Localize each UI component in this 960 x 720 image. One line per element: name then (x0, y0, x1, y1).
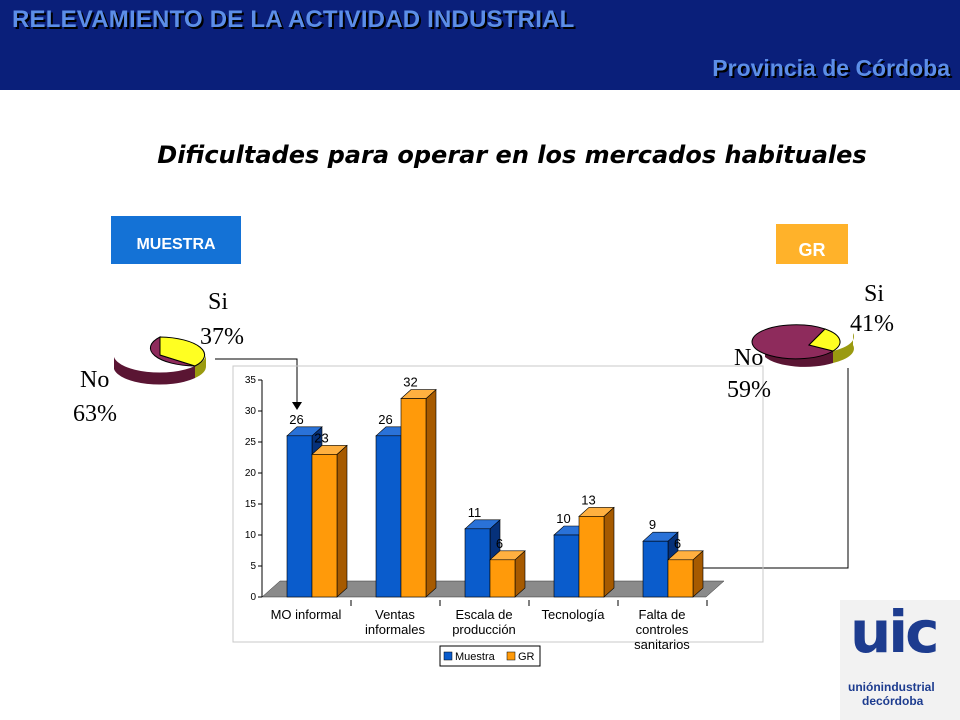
x-tick-label: controles (636, 622, 689, 637)
header-title: RELEVAMIENTO DE LA ACTIVIDAD INDUSTRIAL (12, 6, 575, 33)
y-tick-label: 0 (250, 592, 256, 603)
logo-line-2: decórdoba (862, 694, 924, 708)
pie-muestra-no-side (114, 357, 195, 385)
gr-tag: GR (776, 224, 848, 264)
bar-side (603, 506, 615, 598)
x-tick-label: producción (452, 622, 516, 637)
x-tick-label: Tecnología (542, 607, 606, 622)
bar-front (667, 559, 694, 598)
pie-gr-si-value: 41% (850, 311, 894, 337)
pie-gr-no-slice (751, 324, 835, 360)
legend: Muestra GR (439, 645, 541, 667)
legend-swatch-muestra (443, 651, 453, 661)
legend-label-muestra: Muestra (455, 651, 496, 663)
bar-front (311, 454, 338, 598)
pie-muestra-si-label: Si (208, 289, 229, 315)
x-tick-label: Falta de (639, 607, 686, 622)
pie-muestra-si-side (195, 354, 207, 378)
legend-swatch-gr (506, 651, 516, 661)
logo-mark: uic (850, 598, 940, 666)
pie-muestra-no-label: No (80, 367, 110, 393)
bar-front (464, 528, 491, 598)
bars: 26 23 26 32 11 6 10 13 9 6 (286, 375, 704, 598)
header-subtitle: Provincia de Córdoba (712, 55, 950, 81)
bar-front (553, 534, 580, 598)
bar-front (642, 540, 669, 598)
logo: uic uniónindustrial decórdoba (840, 598, 960, 720)
bar-front (400, 398, 427, 598)
bar-side (336, 444, 348, 598)
bar-gr-1: 32 (400, 375, 437, 598)
plot-area (232, 365, 764, 643)
y-tick-label: 10 (245, 530, 257, 541)
y-tick-label: 15 (245, 499, 257, 510)
y-ticks: 0 5 10 15 20 25 30 35 (245, 375, 262, 603)
muestra-tag: MUESTRA (111, 216, 241, 264)
pie-gr (751, 324, 854, 367)
data-label: 6 (496, 536, 503, 551)
bar-front (286, 435, 313, 598)
data-label: 9 (649, 517, 656, 532)
header-bar: RELEVAMIENTO DE LA ACTIVIDAD INDUSTRIAL … (0, 0, 960, 90)
bar-front (578, 516, 605, 598)
pie-muestra-si-value: 37% (200, 324, 244, 350)
y-tick-label: 25 (245, 437, 257, 448)
legend-box (439, 645, 541, 667)
x-tick-label: sanitarios (634, 637, 690, 652)
x-tick-label: MO informal (271, 607, 342, 622)
y-tick-label: 5 (250, 561, 256, 572)
y-tick-label: 35 (245, 375, 257, 386)
connector-gr (688, 368, 849, 569)
pie-gr-si-label: Si (864, 281, 885, 307)
data-label: 6 (674, 536, 681, 551)
data-label: 32 (403, 375, 417, 390)
bar-gr-0: 23 (311, 430, 348, 598)
y-tick-label: 30 (245, 406, 257, 417)
x-tick-label: Escala de (455, 607, 512, 622)
data-label: 26 (289, 412, 303, 427)
pie-muestra-si-slice (159, 336, 206, 367)
chart-title: Dificultades para operar en los mercados… (157, 141, 867, 169)
pie-gr-no-label: No (734, 345, 764, 371)
bar-front (489, 559, 516, 598)
x-tick-label: informales (365, 622, 425, 637)
data-label: 13 (581, 492, 595, 507)
pie-muestra-no-slice (149, 336, 196, 367)
x-tick-label: Ventas (375, 607, 415, 622)
data-label: 11 (468, 505, 482, 520)
y-tick-label: 20 (245, 468, 257, 479)
data-label: 10 (556, 511, 570, 526)
bar-gr-3: 13 (578, 492, 615, 598)
connector-muestra-arrow (292, 402, 302, 410)
pie-muestra-no-value: 63% (73, 401, 117, 427)
bar-gr-2: 6 (489, 536, 526, 598)
bar-side (425, 388, 437, 598)
pie-muestra (114, 336, 207, 385)
bar-gr-4: 6 (667, 536, 704, 598)
pie-gr-si-side (833, 333, 854, 363)
pie-gr-si-slice (808, 328, 841, 352)
legend-label-gr: GR (518, 651, 535, 663)
data-label: 26 (378, 412, 392, 427)
logo-line-1: uniónindustrial (848, 680, 935, 694)
data-label: 23 (314, 430, 328, 445)
bar-front (375, 435, 402, 598)
pie-gr-no-value: 59% (727, 377, 771, 403)
connector-muestra (215, 358, 298, 402)
